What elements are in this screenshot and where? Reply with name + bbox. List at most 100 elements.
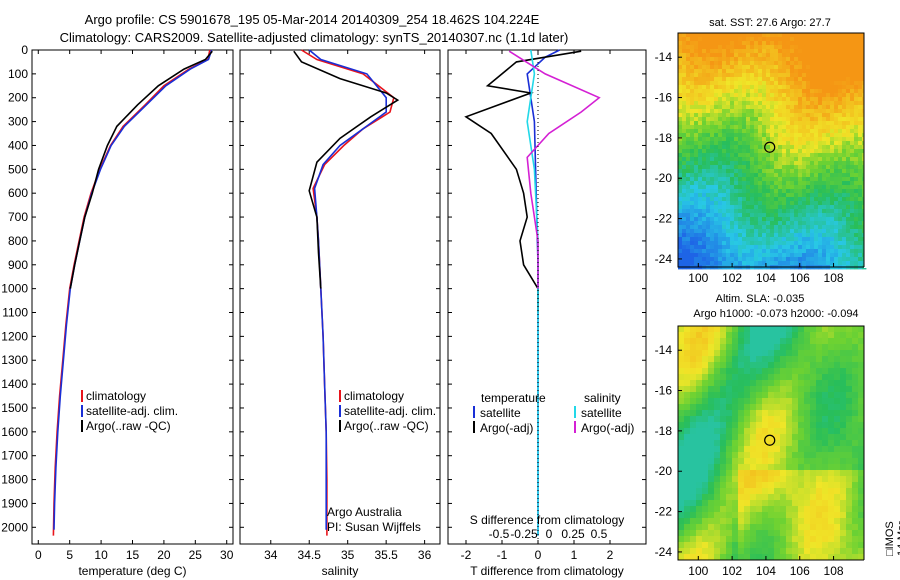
heatmap-cell bbox=[840, 416, 847, 423]
heatmap-cell bbox=[754, 161, 759, 166]
heatmap-cell bbox=[846, 452, 853, 459]
heatmap-cell bbox=[766, 81, 771, 86]
heatmap-cell bbox=[858, 145, 863, 150]
heatmap-cell bbox=[706, 241, 711, 246]
heatmap-cell bbox=[726, 65, 731, 70]
heatmap-cell bbox=[834, 213, 839, 218]
heatmap-cell bbox=[766, 105, 771, 110]
heatmap-cell bbox=[768, 440, 775, 447]
heatmap-cell bbox=[750, 446, 757, 453]
heatmap-cell bbox=[830, 57, 835, 62]
heatmap-cell bbox=[802, 241, 807, 246]
heatmap-cell bbox=[698, 73, 703, 78]
heatmap-cell bbox=[774, 217, 779, 222]
heatmap-cell bbox=[846, 241, 851, 246]
heatmap-cell bbox=[846, 93, 851, 98]
heatmap-cell bbox=[818, 113, 823, 118]
heatmap-cell bbox=[778, 161, 783, 166]
heatmap-cell bbox=[852, 368, 859, 375]
heatmap-cell bbox=[838, 149, 843, 154]
heatmap-cell bbox=[754, 129, 759, 134]
heatmap-cell bbox=[838, 193, 843, 198]
heatmap-cell bbox=[720, 470, 727, 477]
heatmap-cell bbox=[732, 440, 739, 447]
heatmap-cell bbox=[778, 185, 783, 190]
heatmap-cell bbox=[744, 344, 751, 351]
heatmap-cell bbox=[810, 380, 817, 387]
heatmap-cell bbox=[786, 476, 793, 483]
heatmap-cell bbox=[750, 416, 757, 423]
heatmap-cell bbox=[770, 177, 775, 182]
heatmap-cell bbox=[778, 213, 783, 218]
heatmap-cell bbox=[714, 121, 719, 126]
heatmap-cell bbox=[840, 488, 847, 495]
heatmap-cell bbox=[858, 464, 865, 471]
heatmap-cell bbox=[846, 61, 851, 66]
heatmap-cell bbox=[858, 41, 863, 46]
heatmap-cell bbox=[854, 173, 859, 178]
heatmap-cell bbox=[854, 217, 859, 222]
heatmap-cell bbox=[778, 193, 783, 198]
heatmap-cell bbox=[690, 386, 697, 393]
heatmap-cell bbox=[828, 428, 835, 435]
heatmap-cell bbox=[754, 205, 759, 210]
heatmap-cell bbox=[834, 452, 841, 459]
heatmap-cell bbox=[802, 37, 807, 42]
heatmap-cell bbox=[750, 410, 757, 417]
heatmap-cell bbox=[698, 109, 703, 114]
heatmap-cell bbox=[710, 41, 715, 46]
heatmap-cell bbox=[726, 89, 731, 94]
heatmap-cell bbox=[786, 101, 791, 106]
heatmap-cell bbox=[738, 257, 743, 262]
heatmap-cell bbox=[840, 506, 847, 513]
heatmap-cell bbox=[774, 386, 781, 393]
heatmap-cell bbox=[846, 261, 851, 266]
heatmap-cell bbox=[854, 253, 859, 258]
heatmap-cell bbox=[786, 169, 791, 174]
heatmap-cell bbox=[678, 141, 683, 146]
heatmap-cell bbox=[694, 69, 699, 74]
heatmap-cell bbox=[746, 225, 751, 230]
heatmap-cell bbox=[738, 109, 743, 114]
heatmap-cell bbox=[738, 380, 745, 387]
heatmap-cell bbox=[730, 229, 735, 234]
heatmap-cell bbox=[810, 185, 815, 190]
heatmap-cell bbox=[686, 149, 691, 154]
heatmap-cell bbox=[746, 149, 751, 154]
heatmap-cell bbox=[850, 89, 855, 94]
heatmap-cell bbox=[690, 169, 695, 174]
heatmap-cell bbox=[690, 464, 697, 471]
heatmap-cell bbox=[846, 141, 851, 146]
heatmap-cell bbox=[766, 145, 771, 150]
heatmap-cell bbox=[828, 482, 835, 489]
heatmap-cell bbox=[678, 237, 683, 242]
heatmap-cell bbox=[762, 368, 769, 375]
heatmap-cell bbox=[822, 249, 827, 254]
heatmap-cell bbox=[850, 173, 855, 178]
heatmap-cell bbox=[706, 197, 711, 202]
heatmap-cell bbox=[774, 446, 781, 453]
heatmap-cell bbox=[810, 125, 815, 130]
heatmap-cell bbox=[852, 452, 859, 459]
heatmap-cell bbox=[816, 344, 823, 351]
heatmap-cell bbox=[786, 185, 791, 190]
heatmap-cell bbox=[814, 145, 819, 150]
heatmap-cell bbox=[698, 153, 703, 158]
heatmap-cell bbox=[714, 85, 719, 90]
heatmap-cell bbox=[734, 61, 739, 66]
heatmap-cell bbox=[814, 249, 819, 254]
heatmap-cell bbox=[792, 554, 799, 561]
heatmap-cell bbox=[702, 65, 707, 70]
heatmap-cell bbox=[842, 257, 847, 262]
heatmap-cell bbox=[822, 380, 829, 387]
heatmap-cell bbox=[834, 386, 841, 393]
heatmap-cell bbox=[726, 69, 731, 74]
heatmap-cell bbox=[702, 392, 709, 399]
heatmap-cell bbox=[746, 49, 751, 54]
heatmap-cell bbox=[738, 237, 743, 242]
heatmap-cell bbox=[734, 45, 739, 50]
heatmap-cell bbox=[684, 494, 691, 501]
heatmap-cell bbox=[762, 548, 769, 555]
heatmap-cell bbox=[726, 386, 733, 393]
series-line-argo-raw-qc- bbox=[69, 50, 213, 289]
